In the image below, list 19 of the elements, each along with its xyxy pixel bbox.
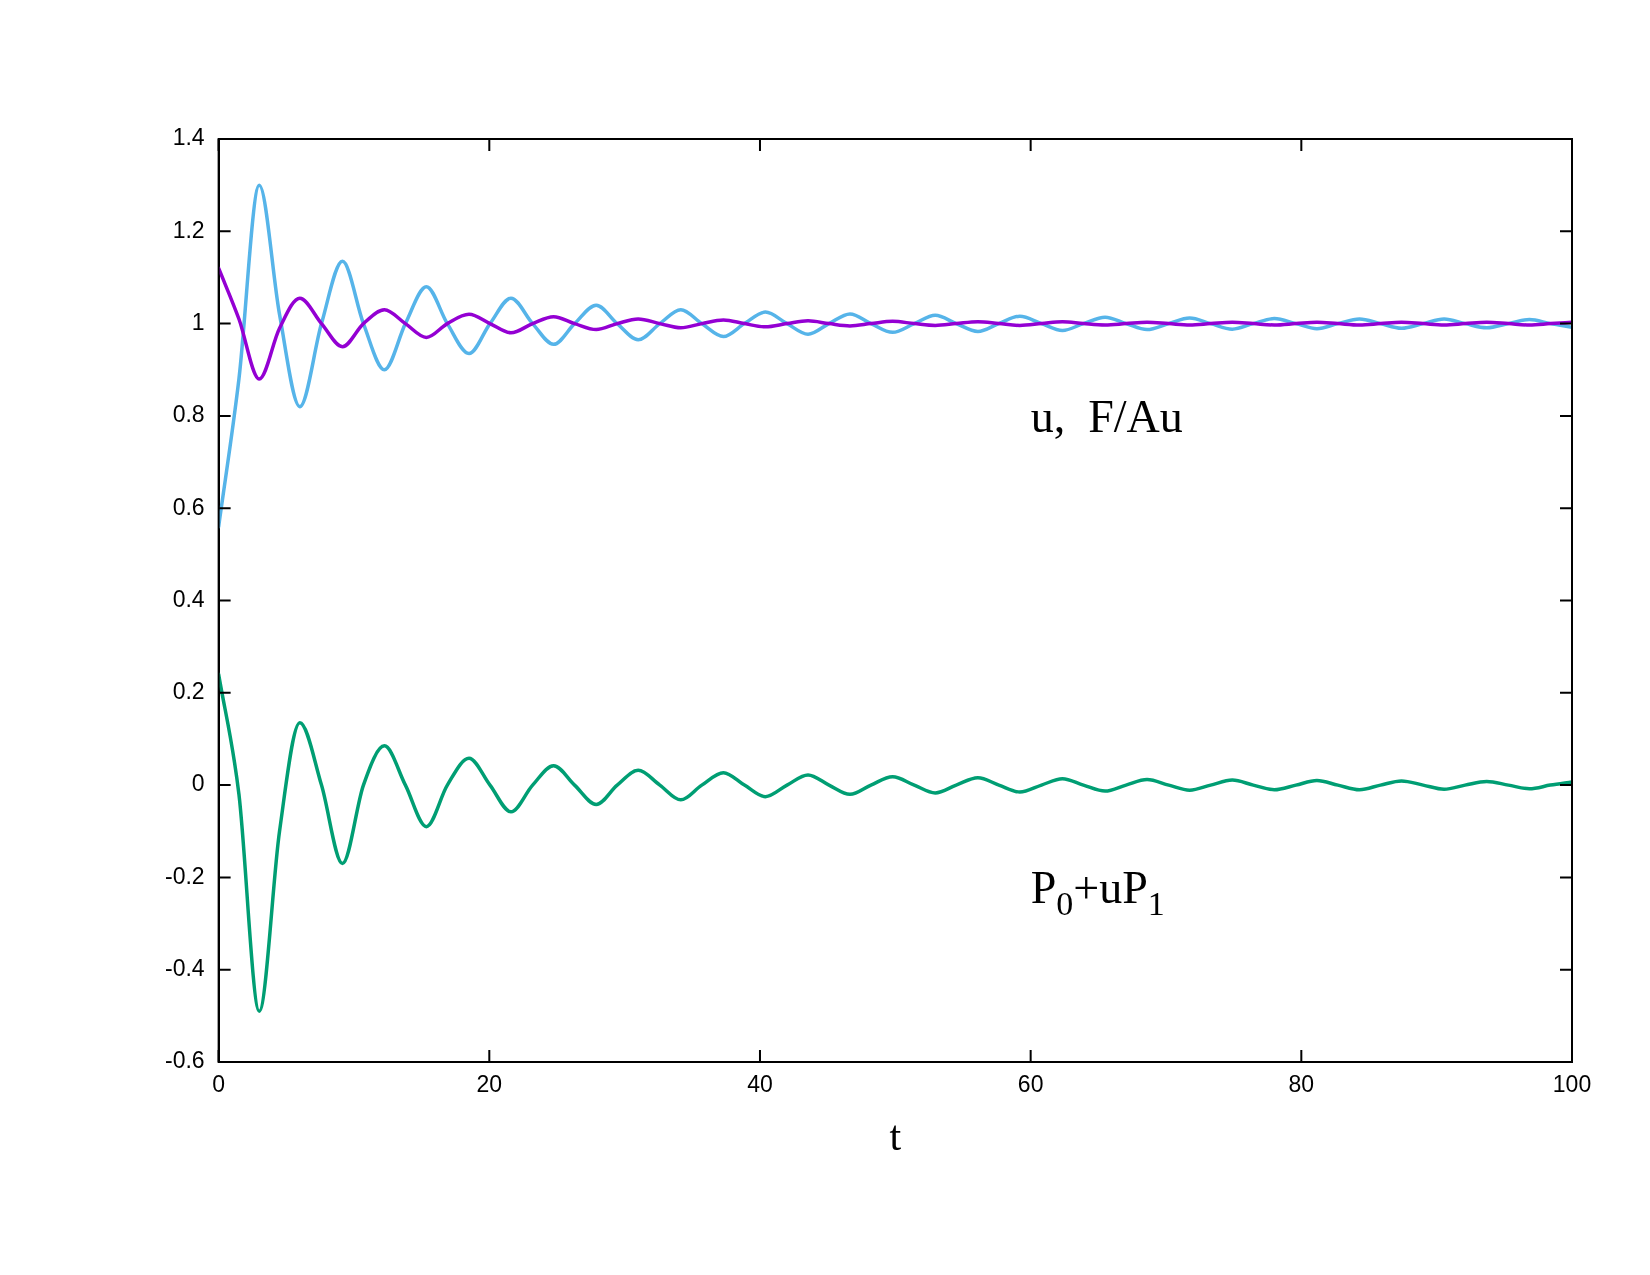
x-axis-title: t [889, 1112, 902, 1159]
x-tick-label: 20 [476, 1071, 503, 1098]
y-tick-label: 0.4 [172, 585, 205, 612]
y-tick-label: -0.6 [164, 1047, 205, 1074]
annotation: u, F/Au [1030, 390, 1183, 442]
x-tick-label: 40 [747, 1071, 773, 1098]
y-tick-label: 0.2 [172, 678, 205, 705]
y-tick-label: 1.4 [172, 124, 205, 151]
x-tick-label: 100 [1552, 1071, 1592, 1098]
y-tick-label: -0.2 [164, 862, 205, 889]
y-tick-label: 1.2 [172, 216, 205, 243]
y-tick-label: 1 [191, 308, 205, 335]
x-tick-label: 60 [1017, 1071, 1044, 1098]
y-tick-label: 0 [191, 770, 205, 797]
y-tick-label: 0.6 [172, 493, 205, 520]
y-tick-label: -0.4 [164, 955, 205, 982]
x-tick-label: 80 [1288, 1071, 1315, 1098]
y-tick-label: 0.8 [172, 401, 205, 428]
x-tick-label: 0 [212, 1071, 226, 1098]
